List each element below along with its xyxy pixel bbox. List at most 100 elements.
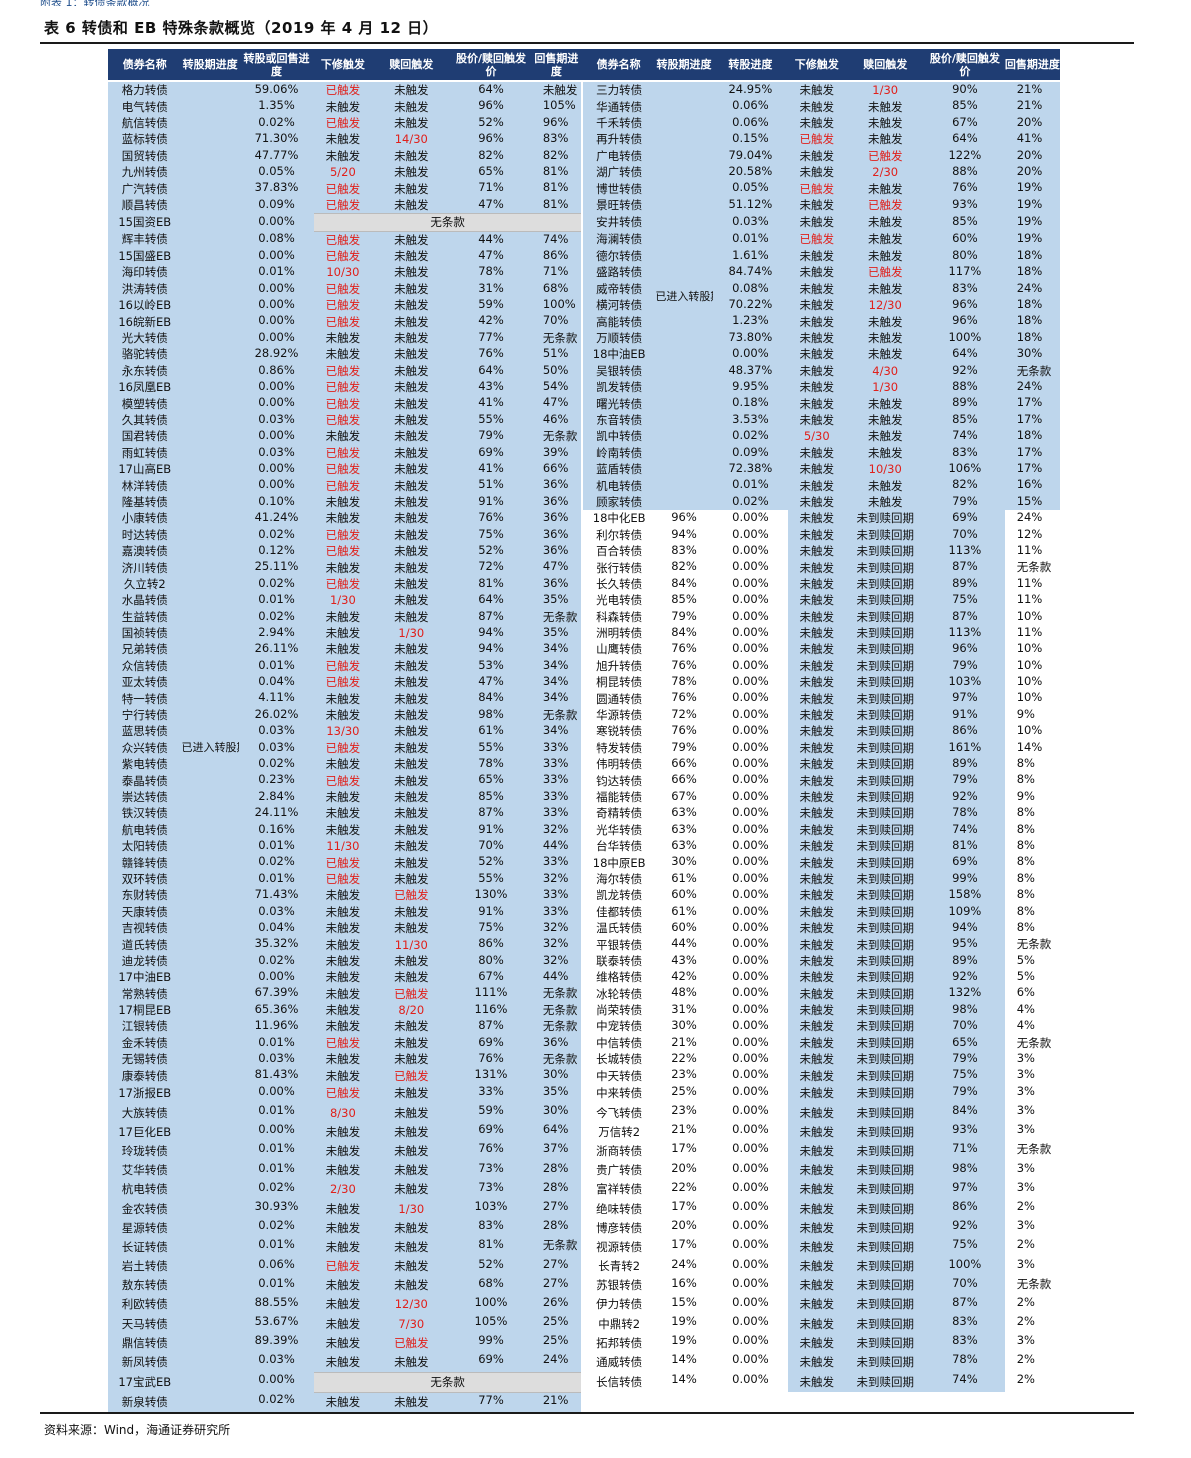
redemption-trigger-left: 未触发 xyxy=(371,1218,452,1238)
putback-progress-right: 20% xyxy=(1004,163,1060,181)
downward-revision-trigger-right: 未触发 xyxy=(788,723,846,740)
price-trigger-ratio-right: 93% xyxy=(925,1122,1005,1142)
downward-revision-trigger-left: 1/30 xyxy=(314,592,372,609)
putback-progress-right: 18% xyxy=(1004,247,1060,265)
putback-progress-right: 8% xyxy=(1004,854,1060,871)
downward-revision-trigger-left: 未触发 xyxy=(314,936,372,953)
table-row: 无锡转债 0.03% 未触发 未触发 76% 无条款 长城转债 22% 0.00% 未触发 未到赎回… xyxy=(108,1051,1060,1068)
conversion-period-progress-right: 21% xyxy=(655,1122,713,1142)
price-trigger-ratio-right-value: 94% xyxy=(952,919,978,934)
price-trigger-ratio-left: 68% xyxy=(451,1275,531,1295)
putback-progress-right: 3% xyxy=(1004,1067,1060,1084)
conversion-progress-right: 0.00% xyxy=(712,346,789,363)
conversion-progress-left-wrap: 0.00% xyxy=(239,313,315,329)
downward-revision-trigger-left: 未触发 xyxy=(314,903,372,920)
conversion-period-progress-right-value: 66% xyxy=(671,772,697,787)
conversion-progress-left: 0.01% xyxy=(238,1141,315,1161)
putback-progress-right: 18% xyxy=(1004,329,1060,347)
putback-progress-left-wrap: 27% xyxy=(531,1276,581,1295)
price-trigger-ratio-right: 113% xyxy=(925,542,1005,560)
putback-progress-left-wrap: 33% xyxy=(531,740,581,756)
conversion-progress-left: 0.03% xyxy=(238,739,315,757)
price-trigger-ratio-left: 65% xyxy=(451,163,531,181)
price-trigger-ratio-right-wrap: 80% xyxy=(925,248,1005,264)
conversion-progress-right: 0.18% xyxy=(712,395,789,412)
downward-revision-trigger-right: 已触发 xyxy=(788,131,846,148)
conversion-progress-left-value: 0.02% xyxy=(258,756,295,771)
downward-revision-trigger-right: 未触发 xyxy=(788,952,846,970)
redemption-trigger-right: 未到赎回期 xyxy=(845,1294,926,1315)
conversion-progress-right-wrap: 0.00% xyxy=(713,838,789,854)
putback-progress-right-wrap: 3% xyxy=(1005,1257,1060,1276)
conversion-period-progress-right-value: 30% xyxy=(671,1018,697,1033)
putback-progress-right-wrap: 3% xyxy=(1005,1051,1060,1067)
putback-progress-right-value: 2% xyxy=(1016,1198,1035,1213)
conversion-period-progress-right: 63% xyxy=(655,837,713,855)
price-trigger-ratio-right: 87% xyxy=(925,559,1005,576)
conversion-period-progress-right-value: 22% xyxy=(671,1179,697,1194)
conversion-progress-right: 0.00% xyxy=(712,985,789,1002)
putback-progress-right: 10% xyxy=(1004,657,1060,675)
bond-name-right: 中宠转债 xyxy=(580,1018,656,1035)
putback-progress-left-value: 70% xyxy=(542,313,569,328)
conversion-progress-right-value: 0.02% xyxy=(732,428,769,443)
conversion-progress-left-wrap: 0.00% xyxy=(239,395,315,411)
conversion-period-progress-right-wrap: 83% xyxy=(655,543,712,559)
putback-progress-left: 39% xyxy=(530,444,582,461)
price-trigger-ratio-left: 47% xyxy=(451,196,531,214)
price-trigger-ratio-left-wrap: 94% xyxy=(451,625,531,641)
conversion-period-progress-right: 61% xyxy=(655,870,713,888)
price-trigger-ratio-left-wrap: 87% xyxy=(451,805,531,821)
price-trigger-ratio-right: 83% xyxy=(925,1333,1005,1353)
table-header-row: 债券名称 转股期进度 转股或回售进度 下修触发 赎回触发 股价/赎回触发价 回售期进度 债券名… xyxy=(108,49,1060,82)
bond-name-left: 东财转债 xyxy=(108,887,182,904)
price-trigger-ratio-right-value: 76% xyxy=(952,180,978,195)
price-trigger-ratio-right-value: 87% xyxy=(952,1294,978,1309)
price-trigger-ratio-right-wrap: 79% xyxy=(925,494,1005,510)
conversion-period-progress-right-value: 84% xyxy=(671,624,697,639)
price-trigger-ratio-right: 109% xyxy=(925,903,1005,920)
conversion-progress-left: 2.84% xyxy=(238,788,315,806)
price-trigger-ratio-left-value: 91% xyxy=(478,903,504,918)
price-trigger-ratio-right: 85% xyxy=(925,98,1005,115)
conversion-progress-left: 0.00% xyxy=(238,297,315,314)
conversion-progress-right-wrap: 0.00% xyxy=(713,609,789,625)
price-trigger-ratio-left: 83% xyxy=(451,1218,531,1238)
bond-name-right: 钧达转债 xyxy=(580,772,656,789)
putback-progress-left: 34% xyxy=(530,690,582,707)
putback-progress-left-value: 25% xyxy=(542,1333,569,1348)
conversion-progress-right-wrap: 0.00% xyxy=(713,985,789,1001)
price-trigger-ratio-left: 76% xyxy=(451,1051,531,1068)
conversion-progress-right: 0.00% xyxy=(712,1179,789,1199)
conversion-period-progress-right: 31% xyxy=(655,1001,713,1019)
conversion-period-progress-right: 66% xyxy=(655,772,713,789)
price-trigger-ratio-left-wrap: 55% xyxy=(451,412,531,428)
putback-progress-right-wrap: 8% xyxy=(1005,854,1060,870)
putback-progress-left-wrap: 无条款 xyxy=(531,1018,581,1034)
conversion-progress-left: 0.00% xyxy=(238,329,315,347)
price-trigger-ratio-left-value: 72% xyxy=(478,559,504,574)
conversion-progress-left-wrap: 0.01% xyxy=(239,264,315,280)
putback-progress-left-value: 30% xyxy=(542,1103,569,1118)
conversion-period-progress-right-wrap: 79% xyxy=(655,609,712,625)
price-trigger-ratio-left: 52% xyxy=(451,854,531,871)
putback-progress-left-wrap: 54% xyxy=(531,379,581,395)
price-trigger-ratio-left: 47% xyxy=(451,674,531,691)
conversion-period-progress-right-wrap: 21% xyxy=(655,1035,712,1051)
putback-progress-right-value: 24% xyxy=(1016,510,1043,525)
header-conversion-progress-left: 转股或回售进度 xyxy=(238,49,315,82)
putback-progress-left-wrap: 36% xyxy=(531,576,581,592)
conversion-progress-left-wrap: 71.43% xyxy=(239,887,315,903)
putback-progress-left: 47% xyxy=(530,395,582,412)
conversion-period-progress-right-value: 63% xyxy=(671,821,697,836)
putback-progress-left: 无条款 xyxy=(530,985,582,1002)
price-trigger-ratio-right-value: 87% xyxy=(952,608,978,623)
putback-progress-left-wrap: 96% xyxy=(531,115,581,131)
redemption-trigger-right: 未到赎回期 xyxy=(845,641,926,658)
header-bond-name-right: 债券名称 xyxy=(581,49,656,82)
price-trigger-ratio-right: 70% xyxy=(925,1275,1005,1295)
conversion-progress-left: 0.00% xyxy=(238,1083,315,1104)
putback-progress-left-wrap: 74% xyxy=(531,232,581,248)
downward-revision-trigger-right: 未触发 xyxy=(788,575,846,593)
putback-progress-left-value: 32% xyxy=(542,821,569,836)
